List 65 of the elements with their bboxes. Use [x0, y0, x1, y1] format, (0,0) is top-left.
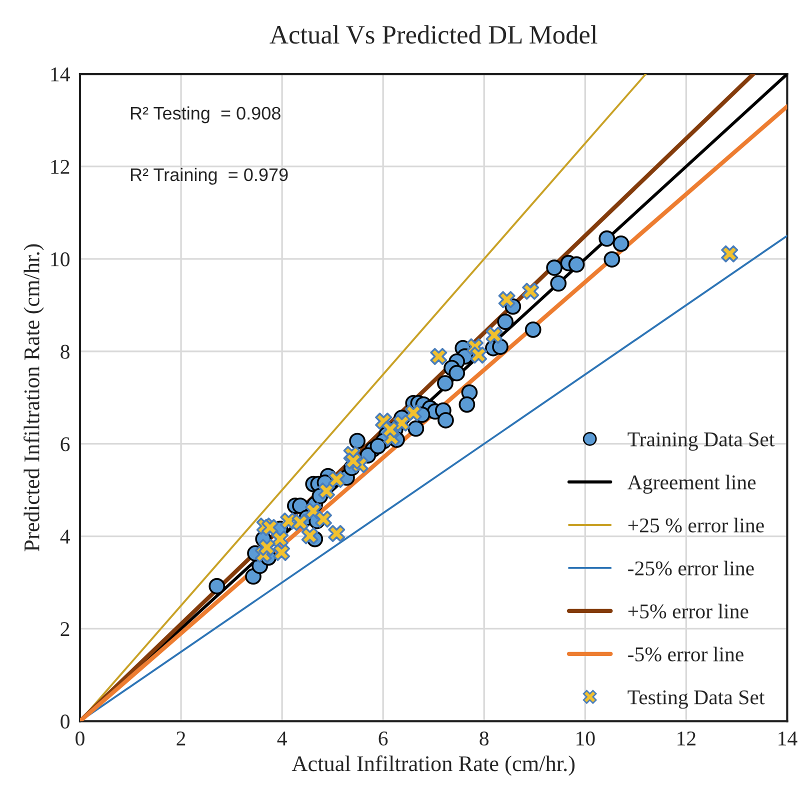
point [318, 482, 336, 500]
point [273, 544, 290, 561]
point [314, 510, 332, 528]
point [550, 275, 567, 292]
y-tick-label: 6 [60, 437, 70, 452]
point [430, 348, 448, 365]
point [404, 404, 422, 422]
chart-title: Actual Vs Predicted DL Model [270, 25, 598, 44]
point [458, 396, 476, 413]
y-tick-label: 0 [60, 714, 70, 729]
point [522, 282, 540, 300]
point [721, 245, 738, 262]
x-tick-label: 4 [277, 732, 287, 746]
point [370, 438, 386, 454]
y-tick-label: 4 [60, 530, 70, 544]
point [604, 251, 620, 268]
point [292, 514, 309, 531]
y-tick-label: 12 [51, 160, 70, 174]
legend-label: Testing Data Set [628, 690, 765, 709]
point [497, 314, 514, 330]
point [393, 414, 410, 432]
point [568, 256, 585, 273]
point [498, 291, 516, 308]
point [328, 524, 346, 542]
point [328, 470, 346, 488]
point [612, 235, 630, 252]
point [301, 527, 318, 544]
x-tick-label: 8 [480, 732, 489, 746]
x-tick-label: 6 [378, 732, 388, 746]
legend-label: +25 % error line [628, 518, 764, 533]
legend-label: -5% error line [628, 646, 744, 662]
legend-label: Training Data Set [628, 432, 775, 451]
point [437, 375, 454, 392]
point [408, 420, 424, 437]
point [438, 412, 454, 428]
point [524, 321, 542, 338]
point [382, 420, 399, 438]
y-tick-label: 2 [60, 622, 70, 636]
point [344, 452, 362, 470]
x-tick-label: 0 [76, 732, 84, 746]
legend-label: Agreement line [628, 474, 756, 494]
point [349, 432, 366, 450]
point [492, 338, 508, 355]
annotation: R² Training = 0.979 [130, 168, 288, 185]
point [598, 230, 616, 247]
x-axis-title: Actual Infiltration Rate (cm/hr.) [292, 755, 575, 776]
point [546, 260, 563, 276]
annotation: R² Testing = 0.908 [130, 106, 280, 124]
point [448, 364, 466, 382]
x-tick-label: 14 [778, 732, 798, 746]
point [208, 578, 226, 594]
y-axis-title: Predicted Infiltration Rate (cm/hr.) [24, 244, 44, 552]
point [272, 530, 289, 548]
x-tick-label: 2 [176, 732, 186, 746]
y-tick-label: 8 [60, 344, 70, 359]
point [261, 518, 278, 536]
point [486, 326, 503, 344]
point [470, 346, 488, 364]
y-tick-label: 10 [51, 252, 70, 266]
x-tick-label: 10 [576, 732, 595, 746]
x-tick-label: 12 [678, 732, 696, 746]
legend-label: -25% error line [628, 560, 754, 576]
y-tick-label: 14 [51, 68, 70, 82]
legend-label: +5% error line [628, 604, 748, 618]
point [258, 538, 276, 556]
